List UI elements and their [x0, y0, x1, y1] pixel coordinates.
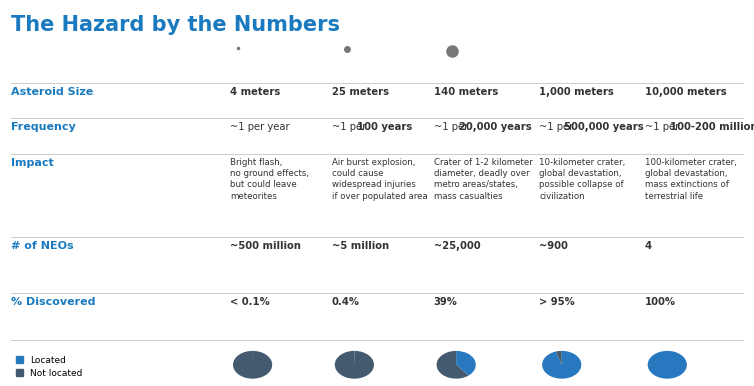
Text: The Hazard by the Numbers: The Hazard by the Numbers [11, 15, 340, 36]
Text: Asteroid Size: Asteroid Size [11, 87, 93, 97]
Legend: Located, Not located: Located, Not located [16, 356, 83, 378]
Text: > 95%: > 95% [539, 297, 575, 307]
Text: 39%: 39% [434, 297, 458, 307]
Text: Impact: Impact [11, 158, 54, 168]
Text: ~900: ~900 [539, 241, 568, 251]
Text: Frequency: Frequency [11, 122, 76, 132]
Wedge shape [233, 351, 272, 379]
Text: 4 meters: 4 meters [230, 87, 280, 97]
Text: # of NEOs: # of NEOs [11, 241, 74, 251]
Text: ~1 per: ~1 per [332, 122, 369, 132]
Text: 0.4%: 0.4% [332, 297, 360, 307]
Wedge shape [456, 351, 476, 376]
Text: ~1 per: ~1 per [434, 122, 471, 132]
Text: < 0.1%: < 0.1% [230, 297, 270, 307]
Text: Air burst explosion,
could cause
widespread injuries
if over populated area: Air burst explosion, could cause widespr… [332, 158, 428, 201]
Wedge shape [335, 351, 374, 379]
Text: 25 meters: 25 meters [332, 87, 389, 97]
Wedge shape [542, 351, 581, 379]
Text: ~1 per: ~1 per [539, 122, 577, 132]
Text: % Discovered: % Discovered [11, 297, 96, 307]
Wedge shape [437, 351, 469, 379]
Text: ~5 million: ~5 million [332, 241, 389, 251]
Text: 100-kilometer crater,
global devastation,
mass extinctions of
terrestrial life: 100-kilometer crater, global devastation… [645, 158, 737, 201]
Text: ~1 per year: ~1 per year [230, 122, 290, 132]
Text: 1,000 meters: 1,000 meters [539, 87, 614, 97]
Wedge shape [556, 351, 562, 365]
Text: 20,000 years: 20,000 years [459, 122, 532, 132]
Wedge shape [648, 351, 687, 379]
Text: 100 years: 100 years [357, 122, 412, 132]
Text: ~500 million: ~500 million [230, 241, 301, 251]
Text: ~1 per: ~1 per [645, 122, 682, 132]
Text: 500,000 years: 500,000 years [565, 122, 644, 132]
Text: Bright flash,
no ground effects,
but could leave
meteorites: Bright flash, no ground effects, but cou… [230, 158, 309, 201]
Text: 100%: 100% [645, 297, 676, 307]
Text: ~25,000: ~25,000 [434, 241, 480, 251]
Text: 10,000 meters: 10,000 meters [645, 87, 726, 97]
Text: 4: 4 [645, 241, 651, 251]
Text: 100-200 million years: 100-200 million years [670, 122, 754, 132]
Text: 10-kilometer crater,
global devastation,
possible collapse of
civilization: 10-kilometer crater, global devastation,… [539, 158, 625, 201]
Text: 140 meters: 140 meters [434, 87, 498, 97]
Text: Crater of 1-2 kilometer
diameter, deadly over
metro areas/states,
mass casualtie: Crater of 1-2 kilometer diameter, deadly… [434, 158, 532, 201]
